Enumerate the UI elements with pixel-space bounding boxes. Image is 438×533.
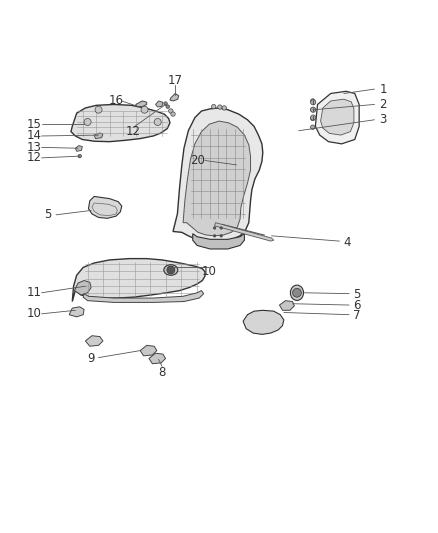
Circle shape [154,118,161,125]
Text: 9: 9 [87,352,95,365]
Circle shape [167,266,175,274]
Circle shape [166,105,170,108]
Text: 8: 8 [159,366,166,379]
Circle shape [311,108,315,112]
Polygon shape [72,259,205,302]
Circle shape [78,155,81,158]
Text: 12: 12 [27,151,42,164]
Polygon shape [215,223,274,241]
Polygon shape [71,104,170,142]
Circle shape [311,115,316,120]
Circle shape [95,106,102,113]
Polygon shape [315,91,359,144]
Text: 15: 15 [27,118,42,131]
Text: 5: 5 [45,208,52,221]
Text: 13: 13 [27,141,42,154]
Polygon shape [279,301,294,310]
Polygon shape [85,336,103,346]
Circle shape [218,105,222,109]
Circle shape [213,227,216,229]
Text: 11: 11 [27,286,42,300]
Text: 10: 10 [202,265,217,278]
Circle shape [171,112,175,116]
Text: 17: 17 [168,74,183,87]
Circle shape [311,100,316,105]
Circle shape [84,118,91,125]
Circle shape [212,104,216,109]
Circle shape [311,107,316,112]
Circle shape [213,235,216,237]
Circle shape [164,102,167,106]
Polygon shape [183,121,251,236]
Polygon shape [136,101,147,107]
Polygon shape [173,108,263,242]
Text: 4: 4 [343,236,351,249]
Polygon shape [69,307,84,317]
Text: 10: 10 [27,308,42,320]
Polygon shape [149,353,166,364]
Polygon shape [88,197,122,219]
Text: 16: 16 [109,94,124,108]
Text: 20: 20 [191,154,205,167]
Text: 7: 7 [353,309,361,322]
Circle shape [311,99,315,103]
Circle shape [220,227,223,229]
Text: 2: 2 [379,98,387,111]
Polygon shape [155,101,163,107]
Text: 12: 12 [126,125,141,138]
Text: 1: 1 [379,83,387,95]
Circle shape [222,106,226,110]
Polygon shape [83,290,204,302]
Circle shape [220,235,223,237]
Ellipse shape [290,285,304,301]
Polygon shape [74,280,91,295]
Polygon shape [140,345,157,356]
Polygon shape [75,146,82,151]
Circle shape [293,288,301,297]
Polygon shape [321,99,354,135]
Polygon shape [193,233,244,249]
Text: 5: 5 [353,288,360,302]
Polygon shape [94,133,103,139]
Circle shape [311,116,315,120]
Text: 14: 14 [27,130,42,142]
Polygon shape [243,310,284,334]
Ellipse shape [164,265,178,275]
Circle shape [311,125,315,130]
Circle shape [141,106,148,113]
Text: 3: 3 [380,114,387,126]
Polygon shape [170,93,179,101]
Circle shape [169,109,173,113]
Text: 6: 6 [353,300,361,312]
